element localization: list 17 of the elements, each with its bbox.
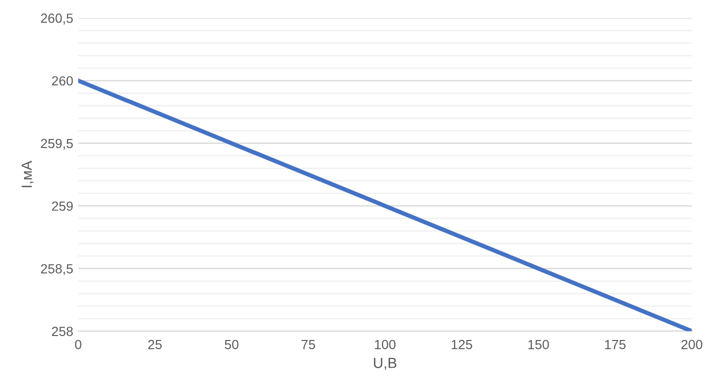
y-tick-label: 258: [52, 326, 73, 336]
y-tick-label: 259: [52, 201, 73, 211]
x-tick-label: 125: [452, 340, 472, 350]
x-tick-label: 25: [148, 340, 162, 350]
x-tick-label: 200: [681, 340, 702, 350]
x-tick-label: 75: [302, 340, 316, 350]
x-tick-label: 150: [528, 340, 549, 350]
x-tick-label: 175: [605, 340, 626, 350]
y-tick-label: 258,5: [41, 264, 73, 276]
x-axis-title: U,B: [374, 358, 396, 370]
x-tick-label: 0: [75, 340, 82, 350]
y-tick-label: 260,5: [41, 14, 73, 24]
y-tick-label: 259,5: [41, 138, 73, 150]
x-tick-label: 50: [224, 340, 238, 350]
y-tick-label: 260: [52, 76, 73, 86]
y-axis-title: I,мА: [22, 160, 34, 188]
x-tick-label: 100: [375, 340, 396, 350]
